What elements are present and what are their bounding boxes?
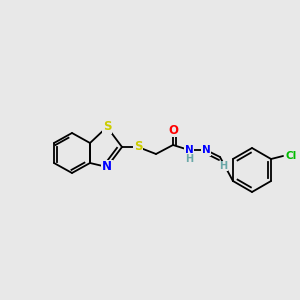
- Text: N: N: [184, 145, 194, 155]
- Text: H: H: [219, 161, 227, 171]
- Text: S: S: [103, 121, 111, 134]
- Text: H: H: [185, 154, 193, 164]
- Text: O: O: [168, 124, 178, 136]
- Text: N: N: [202, 145, 210, 155]
- Text: Cl: Cl: [285, 151, 297, 161]
- Text: N: N: [102, 160, 112, 173]
- Text: S: S: [134, 140, 142, 154]
